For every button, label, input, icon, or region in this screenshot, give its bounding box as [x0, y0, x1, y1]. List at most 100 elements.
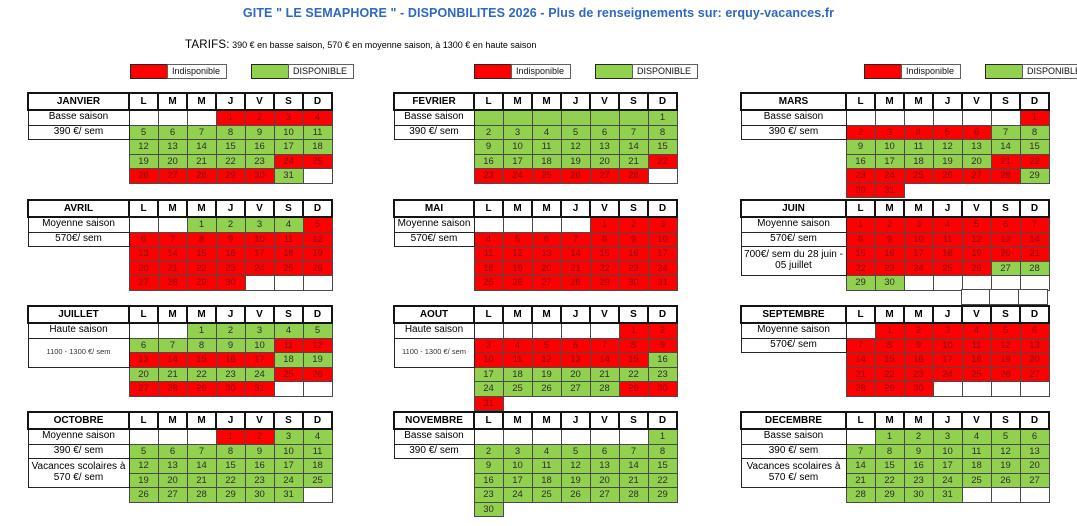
day-available: 13 — [1019, 443, 1050, 459]
day-available: 19 — [990, 458, 1021, 474]
day-unavailable: 4 — [302, 109, 333, 126]
day-unavailable: 16 — [618, 246, 649, 262]
day-available: 6 — [589, 124, 620, 140]
day-unavailable: 25 — [273, 366, 304, 382]
day-available: 17 — [932, 458, 963, 474]
day-available: 20 — [157, 472, 188, 488]
day-unavailable: 12 — [302, 231, 333, 247]
day-header: S — [618, 199, 649, 218]
calendar-mai: MAI L M M J V S D Moyenne saison 1 2 3 570€/ sem 4 5 6 7… — [393, 199, 678, 291]
day-header: D — [302, 199, 333, 218]
day-available: 17 — [502, 153, 533, 169]
season-label: 390 €/ sem — [740, 443, 847, 459]
label-spacer — [741, 367, 846, 382]
day-unavailable: 21 — [990, 153, 1021, 169]
day-unavailable: 13 — [531, 246, 562, 262]
day-available: 4 — [531, 443, 562, 459]
day-unavailable: 29 — [618, 381, 649, 397]
day-available: 13 — [157, 139, 188, 155]
day-available: 20 — [128, 366, 159, 382]
month-name: MAI — [393, 199, 475, 218]
season-label: 570€/ sem — [740, 337, 847, 353]
season-label: Moyenne saison — [740, 216, 847, 233]
day-header: J — [560, 92, 591, 111]
day-unavailable: 21 — [845, 366, 876, 382]
page-title: GITE " LE SEMAPHORE " - DISPONBILITES 20… — [242, 6, 835, 20]
day-unavailable: 16 — [903, 352, 934, 368]
available-label: DISPONIBLE — [632, 64, 699, 79]
day-empty — [473, 216, 504, 233]
empty-cell — [1019, 289, 1048, 305]
day-available: 23 — [215, 366, 246, 382]
day-available: 9 — [473, 458, 504, 474]
label-spacer — [741, 168, 846, 183]
day-header: J — [215, 305, 246, 324]
day-unavailable: 24 — [932, 366, 963, 382]
season-label: 570€/ sem — [740, 231, 847, 247]
day-empty — [990, 275, 1021, 291]
day-unavailable: 2 — [244, 428, 275, 445]
day-header: M — [903, 92, 934, 111]
day-unavailable: 27 — [128, 381, 159, 397]
calendar-janvier: JANVIER L M M J V S D Basse saison 1 2 3 4 390 €/ sem… — [27, 92, 333, 184]
label-spacer — [741, 275, 846, 290]
day-header: D — [302, 92, 333, 111]
day-available: 27 — [157, 487, 188, 503]
day-unavailable: 12 — [990, 337, 1021, 353]
day-available: 18 — [302, 139, 333, 155]
day-header: L — [473, 199, 504, 218]
season-label: Basse saison — [740, 428, 847, 445]
available-swatch — [595, 64, 634, 79]
day-available: 28 — [1019, 260, 1050, 276]
day-header: S — [618, 411, 649, 430]
label-spacer — [28, 246, 129, 261]
season-label: Moyenne saison — [27, 428, 130, 445]
calendar-juillet: JUILLET L M M J V S D Haute saison 1 2 3 4 5 1100 - 13… — [27, 305, 333, 397]
month-name: MARS — [740, 92, 847, 111]
day-header: D — [647, 92, 678, 111]
month-name: AVRIL — [27, 199, 130, 218]
day-unavailable: 12 — [531, 352, 562, 368]
day-unavailable: 4 — [932, 216, 963, 233]
season-label: Basse saison — [393, 428, 475, 445]
day-unavailable: 26 — [302, 260, 333, 276]
season-label: Haute saison — [393, 322, 475, 339]
day-unavailable: 27 — [589, 168, 620, 184]
day-unavailable: 31 — [647, 275, 678, 291]
day-available: 16 — [473, 472, 504, 488]
day-empty — [647, 168, 678, 184]
day-unavailable: 26 — [128, 168, 159, 184]
label-spacer — [28, 487, 129, 502]
day-available: 9 — [215, 337, 246, 353]
day-available: 13 — [961, 139, 992, 155]
day-empty — [302, 381, 333, 397]
day-available: 18 — [302, 458, 333, 474]
day-available: 26 — [560, 487, 591, 503]
day-unavailable: 22 — [1019, 153, 1050, 169]
day-unavailable: 30 — [647, 381, 678, 397]
day-empty — [990, 109, 1021, 126]
day-available: 6 — [589, 443, 620, 459]
tarifs-line: TARIFS: 390 € en basse saison, 570 € en … — [185, 39, 536, 51]
day-unavailable: 22 — [186, 260, 217, 276]
day-unavailable: 23 — [473, 168, 504, 184]
day-available: 2 — [215, 322, 246, 339]
day-absent — [619, 502, 648, 517]
season-label: Moyenne saison — [393, 216, 475, 233]
day-available — [473, 109, 504, 126]
day-absent — [648, 396, 677, 411]
day-available: 21 — [845, 472, 876, 488]
day-absent — [532, 396, 561, 411]
day-empty — [244, 275, 275, 291]
day-unavailable: 11 — [961, 337, 992, 353]
day-header: S — [990, 305, 1021, 324]
calendar-octobre: OCTOBRE L M M J V S D Moyenne saison 1 2 3 4 390 €/ s… — [27, 411, 333, 503]
day-empty — [157, 322, 188, 339]
day-available: 14 — [618, 458, 649, 474]
day-available: 23 — [244, 472, 275, 488]
day-unavailable: 23 — [618, 260, 649, 276]
day-available: 6 — [157, 443, 188, 459]
day-unavailable: 1 — [845, 216, 876, 233]
day-header: D — [1019, 199, 1050, 218]
day-unavailable: 11 — [473, 246, 504, 262]
